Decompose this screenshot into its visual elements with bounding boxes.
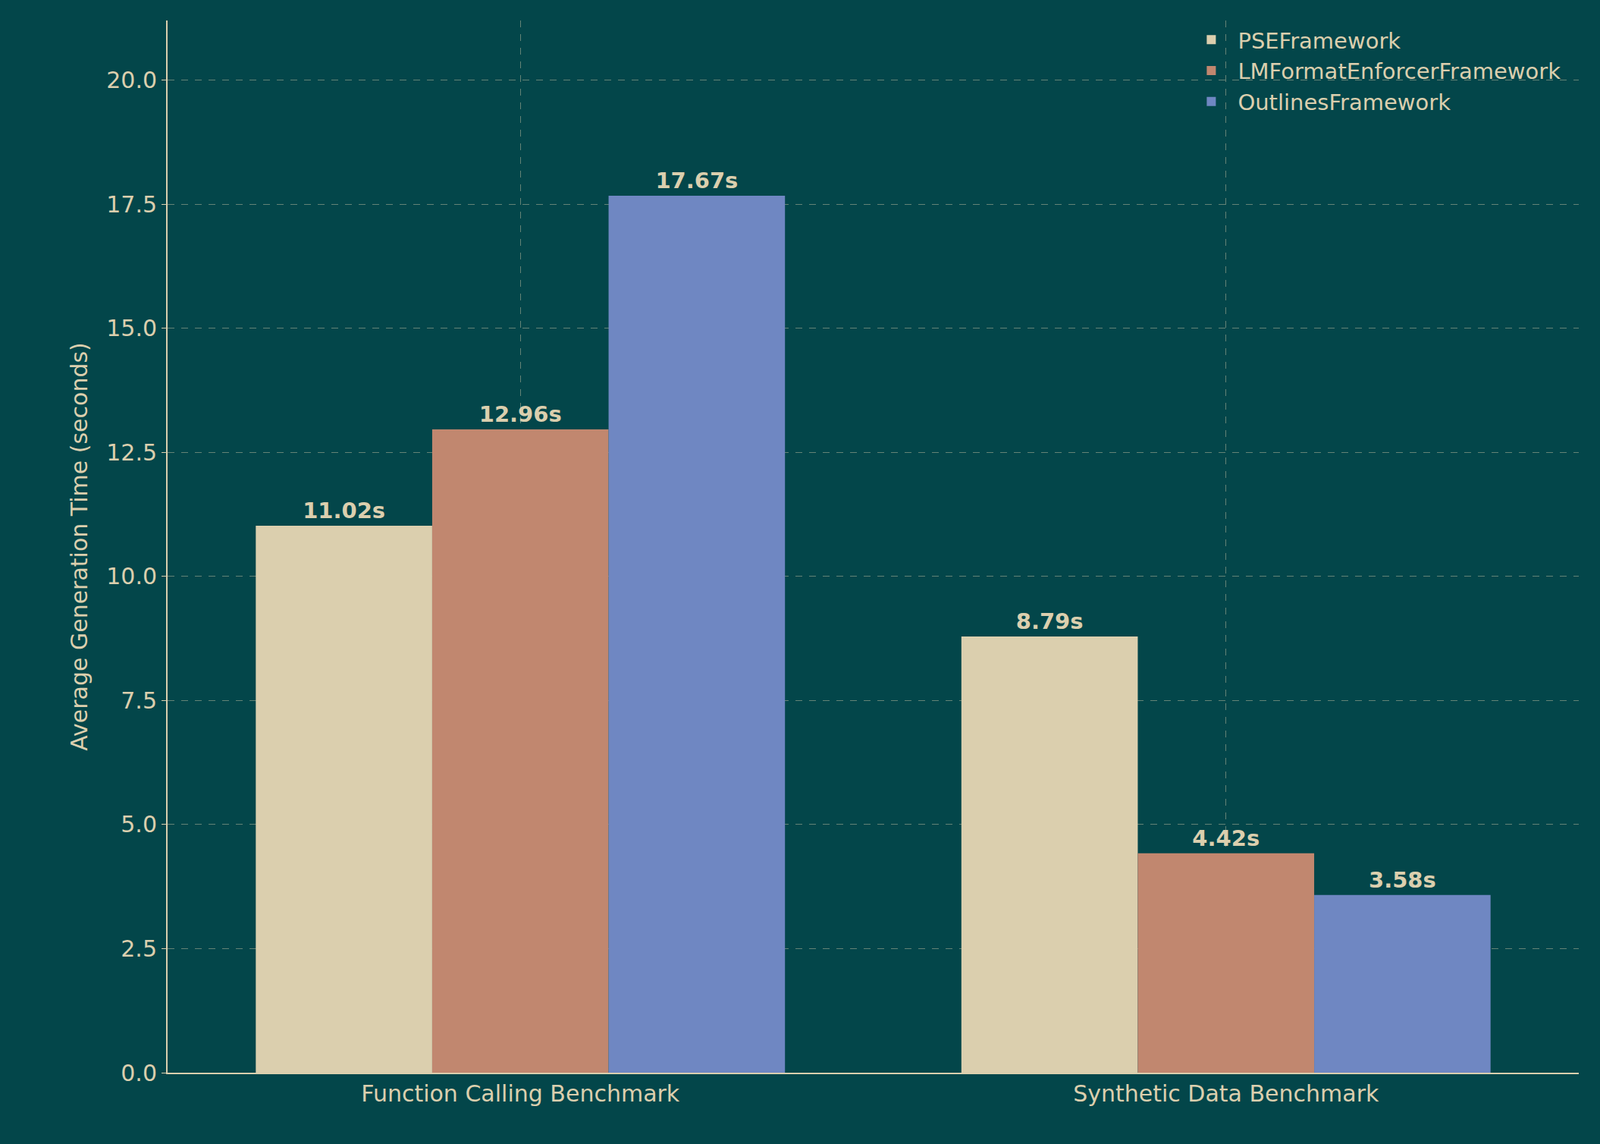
svg-text:2.5: 2.5 (120, 934, 157, 962)
svg-text:10.0: 10.0 (106, 562, 157, 590)
svg-text:Function Calling Benchmark: Function Calling Benchmark (360, 1079, 681, 1107)
svg-text:Synthetic Data Benchmark: Synthetic Data Benchmark (1072, 1079, 1380, 1107)
svg-text:17.67s: 17.67s (655, 167, 738, 194)
svg-text:8.79s: 8.79s (1016, 608, 1084, 634)
svg-text:7.5: 7.5 (120, 687, 157, 714)
svg-text:3.58s: 3.58s (1368, 866, 1437, 893)
svg-text:17.5: 17.5 (106, 191, 157, 218)
svg-text:12.5: 12.5 (106, 439, 157, 466)
svg-text:Average Generation Time (secon: Average Generation Time (seconds) (65, 341, 93, 751)
svg-text:5.0: 5.0 (120, 810, 157, 838)
svg-text:PSEFramework: PSEFramework (1237, 28, 1401, 54)
svg-text:11.02s: 11.02s (302, 497, 386, 524)
svg-text:12.96s: 12.96s (479, 401, 562, 427)
svg-text:20.0: 20.0 (106, 66, 157, 94)
svg-text:4.42s: 4.42s (1192, 825, 1260, 851)
svg-text:OutlinesFramework: OutlinesFramework (1237, 89, 1451, 116)
svg-text:LMFormatEnforcerFramework: LMFormatEnforcerFramework (1237, 58, 1561, 85)
svg-text:15.0: 15.0 (106, 314, 157, 342)
svg-text:0.0: 0.0 (120, 1059, 157, 1086)
